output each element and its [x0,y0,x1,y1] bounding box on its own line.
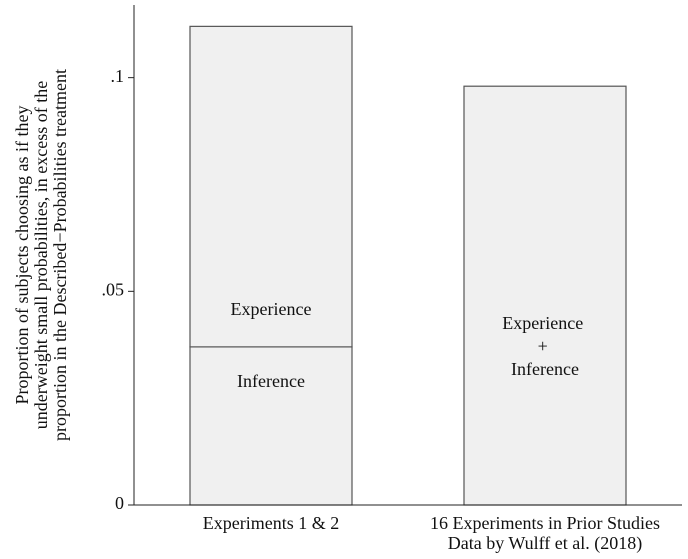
y-tick-label: .1 [111,66,125,86]
bar-segment [189,346,353,506]
y-axis-label: Proportion of subjects choosing as if th… [12,106,32,405]
segment-label: Experience [231,299,312,319]
x-sublabel: Data by Wulff et al. (2018) [448,533,643,554]
bar-segment [189,25,353,348]
segment-label: Inference [237,371,305,391]
y-axis-label: proportion in the Described−Probabilitie… [50,69,70,441]
segment-label: Experience + Inference [502,313,587,379]
x-tick-label: Experiments 1 & 2 [203,513,339,533]
bar-segment [463,85,627,506]
y-tick-label: .05 [102,279,125,299]
y-axis-label: underweight small probabilities, in exce… [31,81,51,429]
x-tick-label: 16 Experiments in Prior Studies [430,513,660,533]
y-tick-label: 0 [115,493,124,513]
